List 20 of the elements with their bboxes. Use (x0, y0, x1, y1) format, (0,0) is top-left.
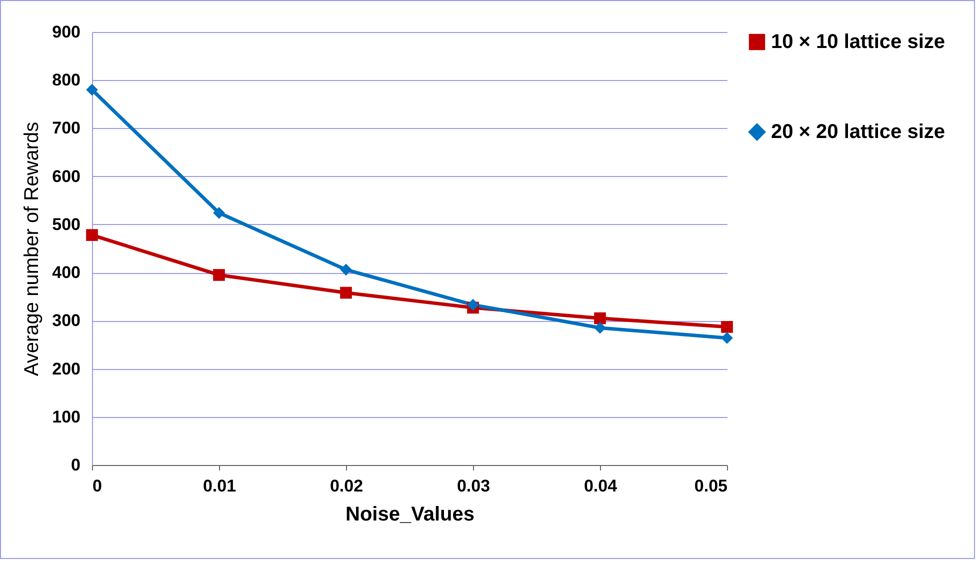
x-tick-label: 0.02 (330, 476, 364, 496)
y-tick-label: 0 (71, 456, 80, 474)
x-tick-label: 0.01 (202, 476, 236, 496)
y-tick-label: 500 (52, 214, 80, 234)
legend-label: 20 × 20 lattice size (771, 121, 946, 143)
x-tick-label: 0.04 (584, 476, 618, 496)
x-tick-label: 0 (92, 476, 102, 496)
y-tick-label: 300 (52, 311, 80, 330)
x-tick-label: 0.05 (694, 476, 728, 496)
y-tick-label: 900 (52, 22, 80, 42)
y-tick-label: 600 (52, 166, 80, 186)
x-tick-label: 0.03 (456, 476, 490, 496)
legend-label: 10 × 10 lattice size (771, 31, 946, 53)
y-tick-label: 800 (52, 70, 80, 90)
y-tick-label: 700 (52, 118, 80, 138)
y-tick-label: 400 (52, 263, 80, 282)
y-tick-label: 200 (52, 359, 80, 378)
y-tick-label: 100 (52, 407, 80, 426)
y-axis-title: Average number of Rewards (21, 122, 44, 376)
x-axis-title: Noise_Values (346, 504, 474, 526)
